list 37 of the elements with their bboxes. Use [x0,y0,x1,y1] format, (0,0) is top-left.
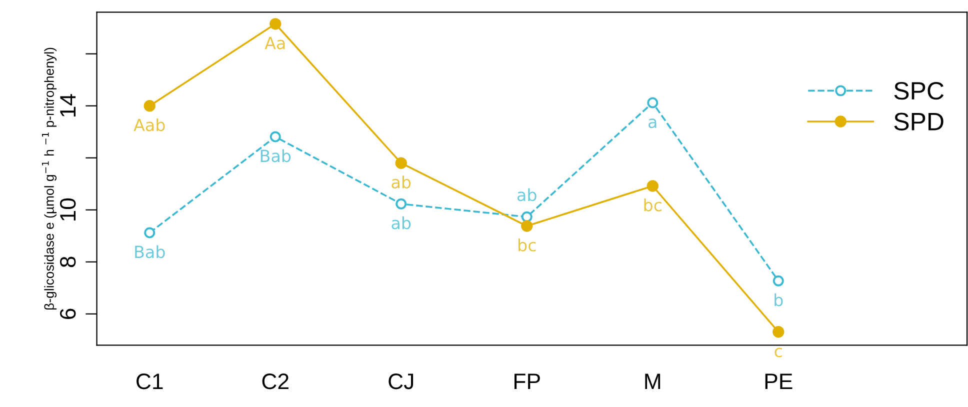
data-label: bc [518,238,536,252]
x-tick-label: C1 [136,374,163,390]
data-label: Aab [134,118,165,132]
x-tick-label: PE [765,374,792,390]
x-tick-label: FP [514,374,540,390]
legend-label: SPD [894,112,944,130]
data-label: bc [644,198,662,212]
point [395,157,407,169]
point [772,275,784,286]
point [270,18,282,30]
point [144,227,156,238]
point [396,198,407,210]
point [270,131,281,142]
data-label: Aa [264,36,285,50]
point [521,211,532,222]
y-tick-label: 10 [60,198,76,221]
x-tick-label: M [645,374,660,390]
y-tick-label: 6 [60,308,76,319]
data-label: Bab [135,245,165,258]
point [647,97,658,108]
point [646,180,658,192]
data-label: a [648,118,656,128]
x-tick-label: CJ [388,374,414,390]
data-label: ab [392,176,411,188]
legend-label: SPC [894,82,944,100]
y-tick-label: 14 [60,94,76,117]
point [521,220,533,232]
y-axis-title: β-glicosidase e (µmol g$^{−1}$ h $^{−1}$ p-nitrophenyl) [42,48,57,310]
x-tick-label: C2 [262,374,288,390]
data-label: b [774,293,783,306]
y-tick-label: 8 [60,256,76,268]
point [144,100,156,112]
data-label: ab [392,216,411,230]
data-label: Bab [260,149,291,162]
data-label: ab [517,188,536,202]
data-label: c [774,348,782,358]
point [772,326,784,338]
